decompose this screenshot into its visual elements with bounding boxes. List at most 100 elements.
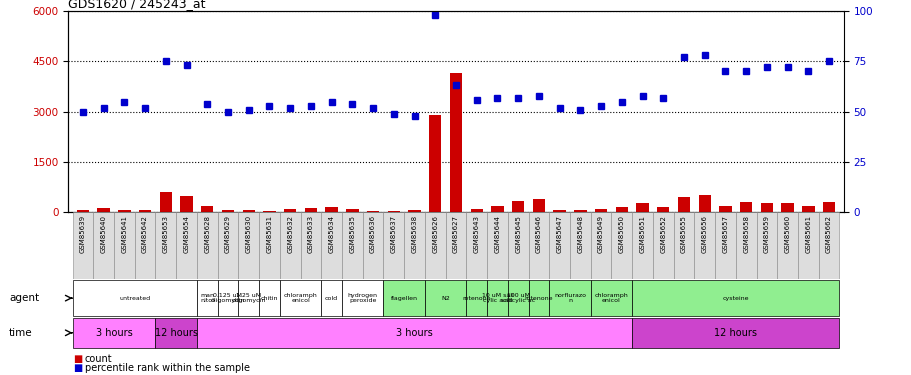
Bar	[180, 196, 192, 212]
Bar	[263, 210, 275, 212]
Bar	[242, 210, 255, 212]
FancyBboxPatch shape	[280, 212, 301, 279]
FancyBboxPatch shape	[631, 212, 652, 279]
FancyBboxPatch shape	[383, 280, 425, 316]
Text: GSM85636: GSM85636	[370, 215, 375, 254]
Text: GSM85627: GSM85627	[453, 215, 458, 253]
FancyBboxPatch shape	[425, 212, 445, 279]
FancyBboxPatch shape	[218, 280, 238, 316]
Text: chloramph
enicol: chloramph enicol	[594, 293, 628, 303]
Bar	[304, 208, 317, 212]
Text: GSM85653: GSM85653	[163, 215, 169, 253]
FancyBboxPatch shape	[259, 212, 280, 279]
FancyBboxPatch shape	[714, 212, 735, 279]
FancyBboxPatch shape	[486, 212, 507, 279]
Bar	[511, 201, 524, 212]
FancyBboxPatch shape	[528, 280, 548, 316]
FancyBboxPatch shape	[363, 212, 383, 279]
FancyBboxPatch shape	[652, 212, 673, 279]
FancyBboxPatch shape	[155, 318, 197, 348]
FancyBboxPatch shape	[176, 212, 197, 279]
Bar	[491, 206, 503, 212]
Text: cysteine: cysteine	[722, 296, 748, 301]
Text: GSM85661: GSM85661	[804, 215, 811, 254]
Text: GSM85643: GSM85643	[473, 215, 479, 253]
FancyBboxPatch shape	[776, 212, 797, 279]
Bar	[387, 211, 400, 212]
Bar	[781, 203, 793, 212]
FancyBboxPatch shape	[507, 212, 528, 279]
FancyBboxPatch shape	[238, 212, 259, 279]
Text: 12 hours: 12 hours	[155, 328, 198, 338]
FancyBboxPatch shape	[466, 212, 486, 279]
Text: GSM85652: GSM85652	[660, 215, 666, 253]
FancyBboxPatch shape	[569, 212, 590, 279]
FancyBboxPatch shape	[590, 212, 610, 279]
Text: GSM85659: GSM85659	[763, 215, 769, 253]
FancyBboxPatch shape	[507, 280, 528, 316]
Text: time: time	[9, 328, 33, 338]
FancyBboxPatch shape	[197, 280, 218, 316]
Text: rotenone: rotenone	[462, 296, 490, 301]
FancyBboxPatch shape	[404, 212, 425, 279]
Text: N2: N2	[441, 296, 449, 301]
Text: GSM85646: GSM85646	[536, 215, 541, 253]
Text: cold: cold	[324, 296, 338, 301]
Text: GSM85650: GSM85650	[619, 215, 624, 253]
Bar	[346, 209, 358, 212]
Bar	[221, 210, 234, 212]
Text: GSM85630: GSM85630	[245, 215, 251, 254]
Text: GDS1620 / 245243_at: GDS1620 / 245243_at	[68, 0, 206, 10]
Text: GSM85644: GSM85644	[494, 215, 500, 253]
Bar	[159, 192, 172, 212]
FancyBboxPatch shape	[528, 212, 548, 279]
FancyBboxPatch shape	[818, 212, 838, 279]
Bar	[118, 210, 130, 212]
Text: chitin: chitin	[261, 296, 278, 301]
FancyBboxPatch shape	[280, 280, 321, 316]
FancyBboxPatch shape	[425, 280, 466, 316]
FancyBboxPatch shape	[673, 212, 693, 279]
Bar	[698, 195, 711, 212]
Bar	[739, 202, 752, 212]
Bar	[594, 209, 607, 212]
Bar	[760, 203, 773, 212]
Text: GSM85657: GSM85657	[722, 215, 728, 253]
Text: GSM85654: GSM85654	[183, 215, 189, 253]
FancyBboxPatch shape	[466, 280, 486, 316]
FancyBboxPatch shape	[548, 212, 569, 279]
Text: GSM85641: GSM85641	[121, 215, 128, 253]
Text: ■: ■	[73, 354, 82, 364]
Text: GSM85642: GSM85642	[142, 215, 148, 253]
Text: GSM85637: GSM85637	[391, 215, 396, 254]
FancyBboxPatch shape	[631, 280, 838, 316]
FancyBboxPatch shape	[342, 280, 383, 316]
FancyBboxPatch shape	[259, 280, 280, 316]
Text: GSM85629: GSM85629	[225, 215, 230, 253]
Bar	[656, 207, 669, 212]
Bar	[574, 210, 586, 212]
Bar	[470, 209, 483, 212]
Text: 1.25 uM
oligomycin: 1.25 uM oligomycin	[231, 293, 266, 303]
FancyBboxPatch shape	[342, 212, 363, 279]
Text: GSM85634: GSM85634	[328, 215, 334, 253]
FancyBboxPatch shape	[73, 280, 197, 316]
Bar	[325, 207, 337, 212]
Text: 3 hours: 3 hours	[96, 328, 132, 338]
Text: flagellen: flagellen	[390, 296, 417, 301]
Text: GSM85648: GSM85648	[577, 215, 583, 253]
Text: GSM85656: GSM85656	[701, 215, 707, 253]
Text: GSM85632: GSM85632	[287, 215, 292, 253]
Bar	[553, 210, 565, 212]
Text: GSM85626: GSM85626	[432, 215, 438, 253]
Text: 10 uM sali
cylic acid: 10 uM sali cylic acid	[481, 293, 513, 303]
Text: GSM85647: GSM85647	[556, 215, 562, 253]
FancyBboxPatch shape	[114, 212, 135, 279]
FancyBboxPatch shape	[445, 212, 466, 279]
Bar	[449, 73, 462, 212]
Text: 12 hours: 12 hours	[713, 328, 756, 338]
Text: percentile rank within the sample: percentile rank within the sample	[85, 363, 250, 373]
Bar	[77, 210, 89, 212]
Bar	[97, 208, 109, 212]
Text: GSM85635: GSM85635	[349, 215, 355, 253]
